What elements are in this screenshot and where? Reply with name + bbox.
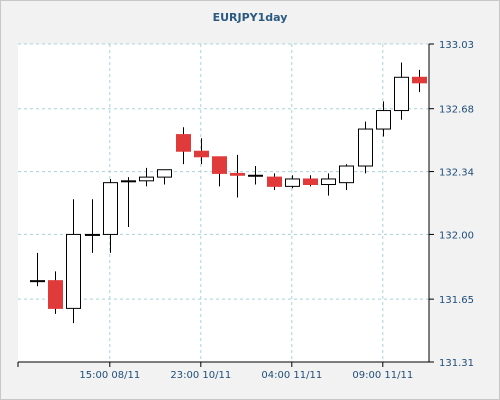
y-tick-label: 132.34 — [439, 168, 474, 179]
candle — [103, 178, 118, 253]
x-tick-label: 04:00 11/11 — [261, 370, 322, 381]
candle-body-up — [248, 174, 263, 177]
candle-body-down — [48, 280, 63, 309]
candle — [176, 127, 191, 165]
candle-body-up — [358, 128, 373, 167]
candle — [194, 138, 209, 165]
y-tick-label: 131.31 — [439, 358, 474, 369]
candle-body-down — [412, 76, 427, 84]
candle-body-up — [121, 180, 136, 183]
candle-body-up — [30, 280, 45, 283]
chart-title: EURJPY1day — [213, 11, 288, 24]
candle-body-down — [230, 172, 245, 176]
candle — [139, 167, 154, 187]
x-tick-label: 23:00 10/11 — [170, 370, 231, 381]
candle-body-up — [139, 176, 154, 182]
candle-body-up — [66, 233, 81, 309]
candle — [321, 173, 336, 196]
candle-body-up — [339, 165, 354, 184]
candle-body-up — [321, 178, 336, 186]
candle — [412, 69, 427, 93]
plot-area — [18, 44, 429, 362]
candle — [157, 169, 172, 185]
candle — [303, 175, 318, 187]
candle-body-up — [103, 182, 118, 235]
candle — [358, 121, 373, 174]
candle-body-down — [212, 156, 227, 174]
candle — [248, 166, 263, 185]
y-tick-label: 131.65 — [439, 295, 474, 306]
candle — [48, 271, 63, 314]
candle — [394, 62, 409, 120]
candle — [30, 252, 45, 287]
x-tick-label: 15:00 08/11 — [79, 370, 140, 381]
candle-body-down — [194, 150, 209, 158]
candle-body-up — [285, 178, 300, 187]
candle — [121, 177, 136, 228]
candle-body-down — [303, 178, 318, 186]
tick-labels: 131.31 131.65 132.00 132.34 132.68 133.03 15:0… — [79, 40, 474, 381]
candle-body-up — [85, 233, 100, 236]
candle-body-down — [267, 176, 282, 187]
candle — [267, 173, 282, 191]
candle — [376, 101, 391, 137]
candle — [285, 175, 300, 189]
candle-body-up — [376, 110, 391, 130]
candle — [212, 156, 227, 187]
axes — [17, 43, 434, 367]
y-tick-label: 133.03 — [439, 40, 474, 51]
candle — [230, 154, 245, 198]
candle-body-up — [394, 76, 409, 112]
candle — [66, 199, 81, 324]
candle — [339, 164, 354, 191]
candles — [30, 62, 427, 324]
x-tick-label: 09:00 11/11 — [352, 370, 413, 381]
candle-body-up — [157, 169, 172, 178]
candle — [85, 199, 100, 253]
y-tick-label: 132.68 — [439, 105, 474, 116]
y-tick-label: 132.00 — [439, 230, 474, 241]
candle-body-down — [176, 134, 191, 152]
